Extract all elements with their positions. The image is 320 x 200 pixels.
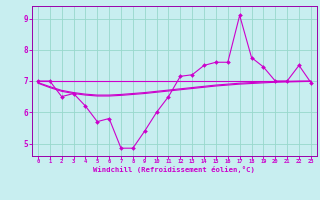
X-axis label: Windchill (Refroidissement éolien,°C): Windchill (Refroidissement éolien,°C) (93, 166, 255, 173)
